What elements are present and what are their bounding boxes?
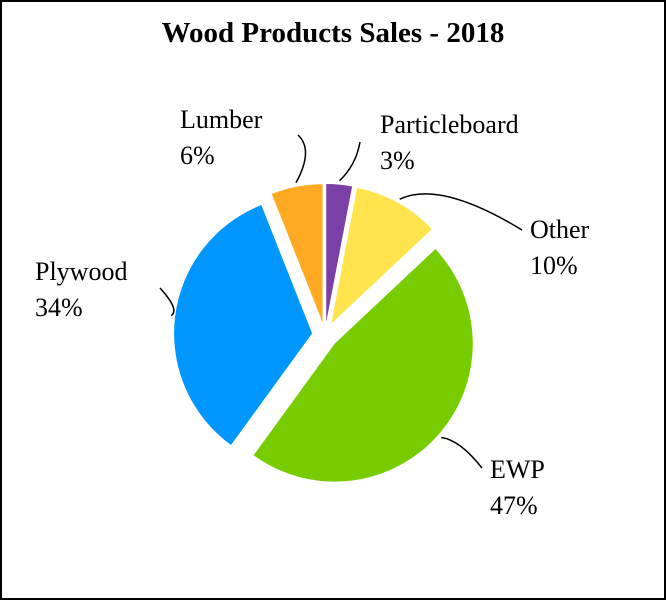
chart-title: Wood Products Sales - 2018 [162, 17, 505, 49]
leader-line [441, 436, 483, 469]
slice-value-label: 6% [180, 141, 215, 170]
pie-slice [253, 249, 473, 482]
pie-slice [331, 188, 432, 324]
leader-line [339, 141, 361, 182]
slice-label: Other [530, 215, 590, 244]
slice-value-label: 47% [490, 491, 538, 520]
slice-label: Particleboard [380, 110, 519, 139]
slice-label: Plywood [35, 257, 127, 286]
slice-label: EWP [490, 455, 545, 484]
pie-slice [326, 184, 353, 323]
leader-line [399, 193, 523, 231]
pie-slice [174, 205, 313, 446]
leader-line [159, 287, 175, 317]
slice-label: Lumber [180, 105, 263, 134]
slice-value-label: 10% [530, 251, 578, 280]
slice-value-label: 34% [35, 293, 83, 322]
leader-line [295, 134, 307, 184]
pie-slice [271, 184, 323, 323]
slice-value-label: 3% [380, 146, 415, 175]
